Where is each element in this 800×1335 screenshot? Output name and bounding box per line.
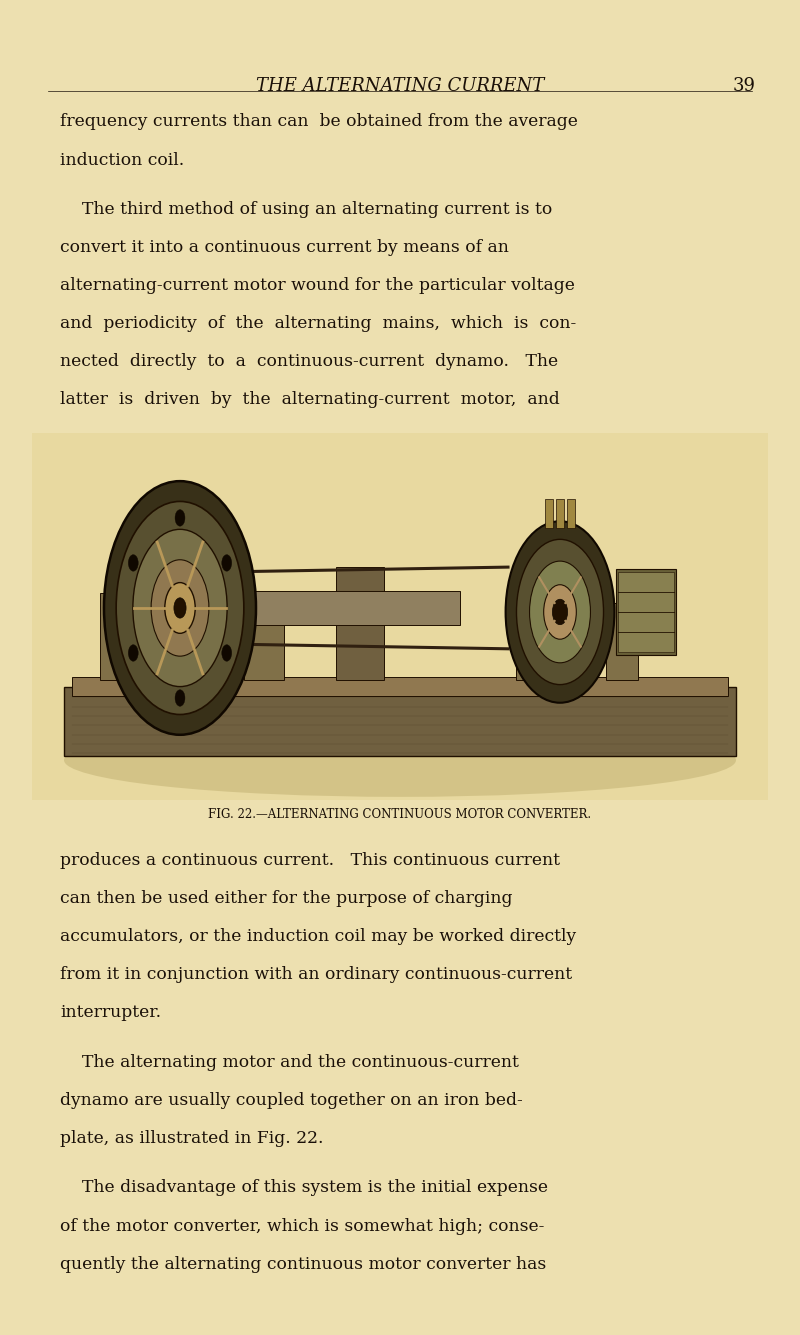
Circle shape [128,645,138,661]
Text: from it in conjunction with an ordinary continuous-current: from it in conjunction with an ordinary … [60,967,572,984]
Text: produces a continuous current.   This continuous current: produces a continuous current. This cont… [60,852,560,869]
Text: convert it into a continuous current by means of an: convert it into a continuous current by … [60,239,509,256]
Bar [556,499,564,529]
Bar [606,602,638,680]
Circle shape [165,582,195,633]
Bar [618,571,674,651]
Text: and  periodicity  of  the  alternating  mains,  which  is  con-: and periodicity of the alternating mains… [60,315,576,332]
Circle shape [175,690,185,706]
Circle shape [222,645,232,661]
Bar [616,569,676,654]
Bar [545,499,553,529]
Bar [516,602,552,680]
Circle shape [128,554,138,571]
Circle shape [506,521,614,702]
Text: The third method of using an alternating current is to: The third method of using an alternating… [82,202,553,218]
Text: can then be used either for the purpose of charging: can then be used either for the purpose … [60,890,513,908]
Bar [336,566,384,680]
Text: alternating-current motor wound for the particular voltage: alternating-current motor wound for the … [60,278,575,294]
Text: 39: 39 [733,77,755,95]
Bar [32,433,768,800]
Text: dynamo are usually coupled together on an iron bed-: dynamo are usually coupled together on a… [60,1092,522,1109]
Text: induction coil.: induction coil. [60,151,184,168]
Circle shape [174,598,186,618]
Text: THE ALTERNATING CURRENT: THE ALTERNATING CURRENT [256,77,544,95]
Bar [244,593,284,680]
Bar [567,499,575,529]
Circle shape [552,599,568,625]
Text: nected  directly  to  a  continuous-current  dynamo.   The: nected directly to a continuous-current … [60,354,558,370]
Bar [72,677,728,696]
Circle shape [517,539,603,685]
Circle shape [530,561,590,662]
Circle shape [544,585,576,639]
Bar [64,686,736,756]
Text: frequency currents than can  be obtained from the average: frequency currents than can be obtained … [60,113,578,131]
Ellipse shape [64,724,736,797]
Text: The alternating motor and the continuous-current: The alternating motor and the continuous… [82,1053,519,1071]
Text: accumulators, or the induction coil may be worked directly: accumulators, or the induction coil may … [60,928,576,945]
Bar [100,593,144,680]
Text: quently the alternating continuous motor converter has: quently the alternating continuous motor… [60,1255,546,1272]
Circle shape [175,510,185,526]
Circle shape [222,554,232,571]
Circle shape [133,529,227,686]
Text: The disadvantage of this system is the initial expense: The disadvantage of this system is the i… [82,1179,549,1196]
Text: plate, as illustrated in Fig. 22.: plate, as illustrated in Fig. 22. [60,1129,323,1147]
Circle shape [116,502,244,714]
Text: interrupter.: interrupter. [60,1004,161,1021]
Text: of the motor converter, which is somewhat high; conse-: of the motor converter, which is somewha… [60,1218,544,1235]
Text: latter  is  driven  by  the  alternating-current  motor,  and: latter is driven by the alternating-curr… [60,391,560,409]
Circle shape [151,559,209,655]
Bar [252,590,460,625]
Text: FIG. 22.—ALTERNATING CONTINUOUS MOTOR CONVERTER.: FIG. 22.—ALTERNATING CONTINUOUS MOTOR CO… [209,808,591,821]
Circle shape [104,481,256,734]
